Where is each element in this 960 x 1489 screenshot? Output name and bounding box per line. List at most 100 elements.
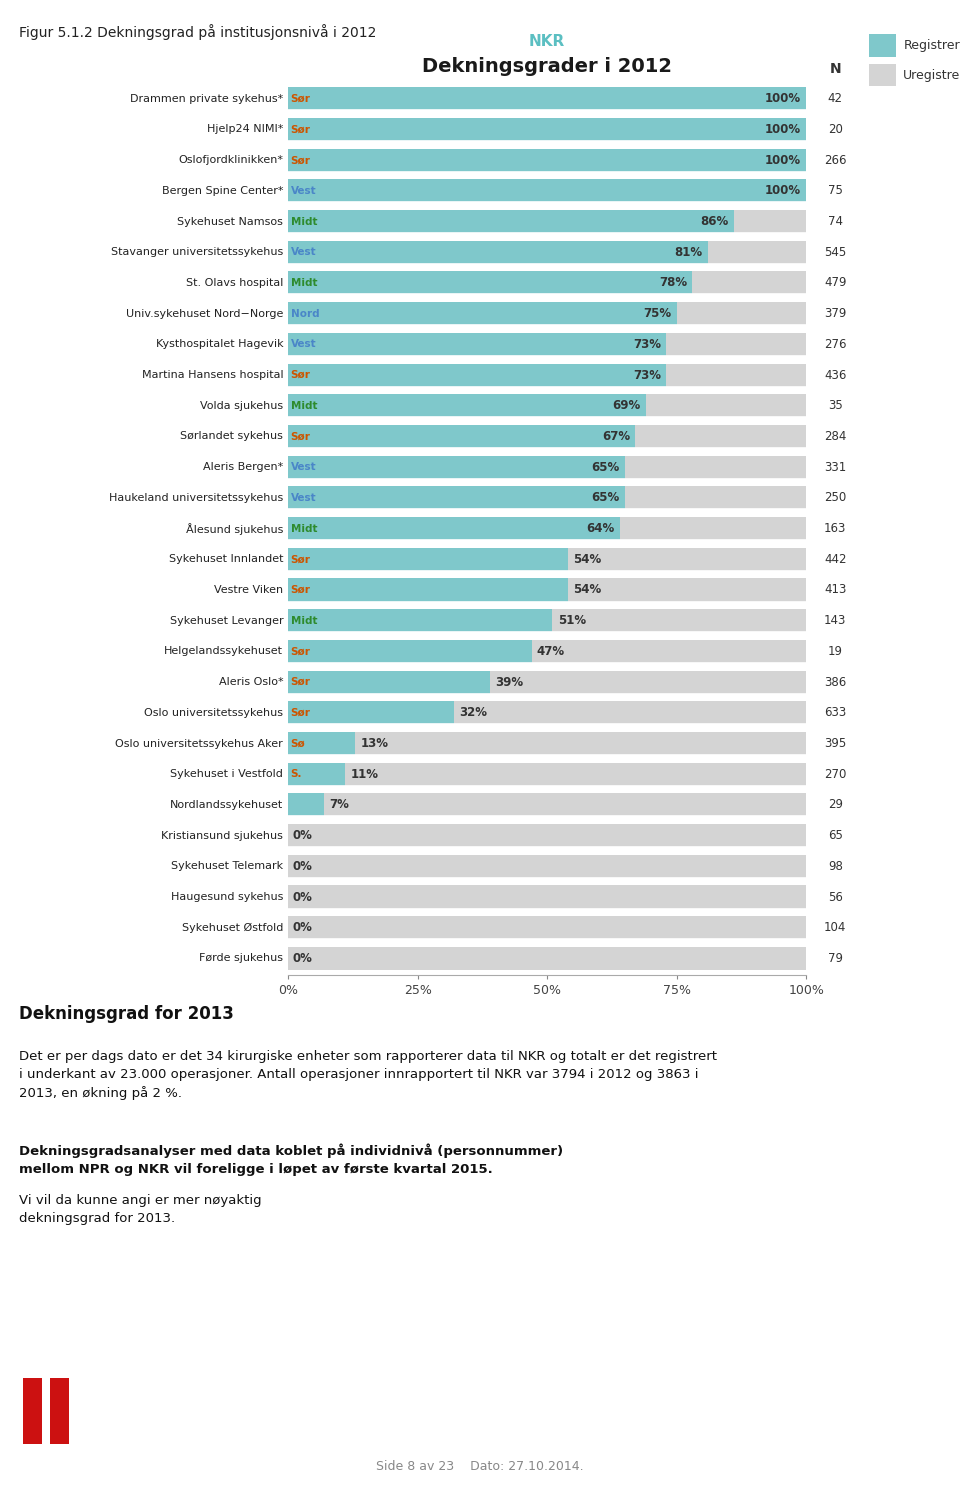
Bar [288,701,806,724]
Text: 163: 163 [824,523,847,535]
Text: 20: 20 [828,124,843,135]
Text: 100%: 100% [765,153,802,167]
Bar [288,271,806,295]
Bar [288,609,806,633]
Text: 442: 442 [824,552,847,566]
Text: 633: 633 [824,706,847,719]
Text: Sykehuset Levanger: Sykehuset Levanger [170,615,283,625]
Text: 32%: 32% [459,706,487,719]
Text: 266: 266 [824,153,847,167]
Text: 39%: 39% [495,676,523,688]
Text: Dekningsgradsanalyser med data koblet på individnivå (personnummer)
mellom NPR o: Dekningsgradsanalyser med data koblet på… [19,1144,564,1176]
Text: 51%: 51% [558,613,586,627]
Text: Midt: Midt [291,216,317,226]
Text: Sør: Sør [291,125,310,134]
Bar [288,947,806,969]
Text: 413: 413 [824,584,847,597]
Bar [288,179,806,203]
Text: 331: 331 [824,460,847,474]
Bar [288,88,806,110]
Text: Sykehuset Innlandet: Sykehuset Innlandet [169,554,283,564]
Bar [288,579,806,602]
Text: Midt: Midt [291,401,317,411]
Text: 7%: 7% [329,798,349,812]
Text: Sør: Sør [291,94,310,104]
Text: Sør: Sør [291,585,310,596]
Text: 54%: 54% [573,552,601,566]
Text: 47%: 47% [537,645,564,658]
Bar [288,487,625,509]
Text: 0%: 0% [292,951,312,965]
Bar [288,88,806,110]
Text: Vest: Vest [291,462,316,472]
Bar [288,363,666,387]
Text: 100%: 100% [765,124,802,135]
Bar [288,271,692,295]
Text: 545: 545 [824,246,847,259]
Text: 65%: 65% [591,491,620,505]
Text: Sør: Sør [291,554,310,564]
Text: S.: S. [291,770,302,779]
Bar [288,855,806,879]
Text: 75%: 75% [643,307,672,320]
Bar [288,210,806,234]
Bar [288,794,324,816]
Text: Stavanger universitetssykehus: Stavanger universitetssykehus [111,247,283,258]
Bar [288,302,806,325]
Bar [288,640,806,663]
Bar [288,302,677,325]
Text: Sykehuset Østfold: Sykehuset Østfold [181,923,283,932]
Bar [288,670,491,694]
Bar [288,609,552,633]
Bar [288,210,733,234]
Text: 67%: 67% [602,430,630,444]
Text: 104: 104 [824,922,847,934]
Text: Aleris Oslo*: Aleris Oslo* [219,677,283,686]
Text: 73%: 73% [634,369,661,381]
Text: 56: 56 [828,890,843,904]
Bar [288,733,355,755]
Text: 436: 436 [824,369,847,381]
Text: 42: 42 [828,92,843,106]
Bar [288,241,708,264]
Bar [288,701,454,724]
Text: Sør: Sør [291,677,310,686]
Text: 11%: 11% [350,768,378,780]
Text: Side 8 av 23    Dato: 27.10.2014.: Side 8 av 23 Dato: 27.10.2014. [376,1461,584,1473]
Bar [288,149,806,171]
Text: N: N [829,63,841,76]
Text: Bergen Spine Center*: Bergen Spine Center* [161,186,283,197]
Text: Kristiansund sjukehus: Kristiansund sjukehus [161,831,283,841]
Bar [288,823,806,847]
Text: 143: 143 [824,613,847,627]
Text: Sør: Sør [291,432,310,442]
Text: Sør: Sør [291,155,310,165]
Text: Vest: Vest [291,186,316,197]
Bar [288,548,806,570]
Text: Uregistrert: Uregistrert [903,68,960,82]
Bar [23,1379,42,1444]
Text: 65: 65 [828,829,843,843]
Text: St. Olavs hospital: St. Olavs hospital [186,278,283,287]
Text: 284: 284 [824,430,847,444]
Text: 0%: 0% [292,859,312,873]
Text: Univ.sykehuset Nord−Norge: Univ.sykehuset Nord−Norge [126,308,283,319]
Text: 29: 29 [828,798,843,812]
Bar [288,517,806,541]
Text: 386: 386 [824,676,847,688]
Text: 276: 276 [824,338,847,351]
Text: 74: 74 [828,214,843,228]
Bar [288,794,806,816]
Text: 250: 250 [824,491,847,505]
Text: Volda sjukehus: Volda sjukehus [200,401,283,411]
Bar [288,363,806,387]
Text: 35: 35 [828,399,843,412]
Text: 86%: 86% [701,214,729,228]
Text: Sykehuset i Vestfold: Sykehuset i Vestfold [170,770,283,779]
Bar [288,149,806,171]
Text: 100%: 100% [765,92,802,106]
Bar [288,241,806,264]
Text: Ålesund sjukehus: Ålesund sjukehus [186,523,283,535]
Bar [50,1379,69,1444]
Bar [288,579,568,602]
